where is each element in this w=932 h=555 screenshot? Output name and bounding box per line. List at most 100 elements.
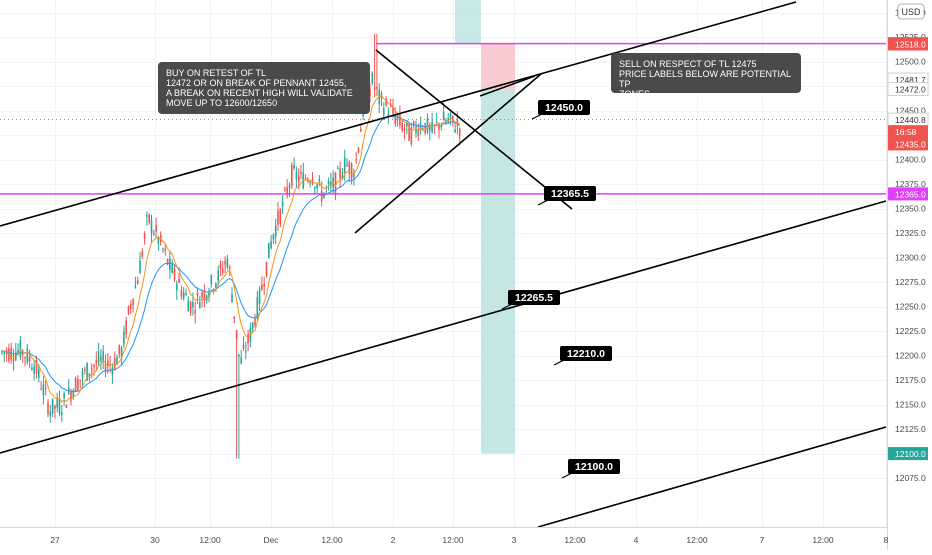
candle-body xyxy=(353,172,355,178)
candle-body xyxy=(245,350,247,353)
price-tag xyxy=(888,447,928,461)
candle-body xyxy=(304,178,307,180)
candle-body xyxy=(77,379,79,391)
candle-body xyxy=(415,126,417,134)
time-tick-label: Dec xyxy=(263,535,279,545)
price-tick-label: 12500.0 xyxy=(895,57,926,67)
candle-body xyxy=(309,182,311,184)
candle-body xyxy=(109,364,111,366)
candle-body xyxy=(205,295,208,301)
time-tick-label: 3 xyxy=(512,535,517,545)
candle-body xyxy=(226,258,229,268)
candle-body xyxy=(242,345,245,349)
ema-slow-line xyxy=(1,115,460,392)
candle-body xyxy=(426,117,429,133)
take-profit-zone xyxy=(481,89,515,454)
candle-body xyxy=(125,320,127,335)
candle-body xyxy=(272,234,275,240)
candle-body xyxy=(357,148,360,152)
target-value: 12100.0 xyxy=(575,461,613,473)
candle-body xyxy=(438,123,440,130)
candle-body xyxy=(254,318,256,326)
target-value: 12450.0 xyxy=(545,102,583,114)
candle-body xyxy=(295,172,298,180)
candle-body xyxy=(297,176,300,182)
candle-body xyxy=(346,164,348,167)
candle-body xyxy=(389,105,392,107)
candle-body xyxy=(219,263,222,269)
price-tag-label: 12100.0 xyxy=(895,449,926,459)
candle-body xyxy=(327,180,330,185)
candle-body xyxy=(334,172,337,194)
candle-body xyxy=(153,232,155,235)
candle-body xyxy=(189,301,192,313)
target-value: 12365.5 xyxy=(551,188,589,200)
candle-body xyxy=(143,233,146,239)
candle-body xyxy=(178,278,180,283)
candle-body xyxy=(100,356,102,361)
candle-body xyxy=(166,259,169,265)
candle-body xyxy=(385,98,387,106)
candle-body xyxy=(84,369,86,371)
currency-box xyxy=(897,3,925,20)
candle-body xyxy=(224,260,226,265)
price-axis: 12075.0 12100.0 12125.0 12150.0 12175.0 12200… xyxy=(887,0,932,550)
candle-body xyxy=(72,390,75,397)
candle-body xyxy=(28,357,31,362)
candle-body xyxy=(431,121,433,133)
candle-body xyxy=(51,398,54,414)
target-tag xyxy=(560,346,612,361)
candle-body xyxy=(24,357,26,359)
candle-body xyxy=(235,330,238,339)
candle-body xyxy=(429,125,431,131)
target-label: 12450.0 xyxy=(531,100,590,120)
candle-body xyxy=(61,412,63,415)
candle-body xyxy=(291,165,293,186)
candle-body xyxy=(12,358,15,362)
candle-body xyxy=(95,360,98,364)
trend-line xyxy=(375,49,573,210)
price-tag xyxy=(887,82,929,97)
candle-body xyxy=(265,261,268,276)
time-tick-label: 8 xyxy=(884,535,889,545)
candle-body xyxy=(187,300,190,312)
time-tick-label: 12:00 xyxy=(442,535,464,545)
price-tag-label: 16:58 xyxy=(895,127,917,137)
candle-body xyxy=(42,384,45,396)
candle-body xyxy=(171,263,173,273)
price-tag-label: 12518.0 xyxy=(895,39,926,49)
sell-annotation[interactable]: SELL ON RESPECT OF TL 12475 PRICE LABELS… xyxy=(611,53,801,99)
candle-body xyxy=(263,284,265,287)
candle-body xyxy=(54,405,56,409)
target-tag xyxy=(538,100,590,115)
price-tag-label: 12481.7 xyxy=(895,75,926,85)
candle-body xyxy=(47,402,49,414)
candle-body xyxy=(118,344,121,355)
candle-body xyxy=(90,368,93,370)
candle-body xyxy=(274,225,277,238)
buy-annotation[interactable]: BUY ON RETEST OF TL 12472 OR ON BREAK OF… xyxy=(158,62,370,114)
candle-body xyxy=(403,128,406,131)
candle-body xyxy=(337,168,339,170)
candle-body xyxy=(314,187,316,190)
candle-body xyxy=(376,86,378,90)
candle-body xyxy=(247,333,249,344)
candle-body xyxy=(113,358,116,369)
candle-body xyxy=(406,121,408,127)
candle-body xyxy=(139,260,141,274)
candle-body xyxy=(330,181,332,186)
candle-body xyxy=(97,351,100,363)
candle-body xyxy=(222,268,224,274)
trend-line xyxy=(479,75,536,97)
candle-body xyxy=(199,301,201,309)
candle-body xyxy=(56,398,58,408)
candle-body xyxy=(111,367,114,375)
candle-body xyxy=(343,157,346,174)
candle-body xyxy=(134,285,137,288)
candle-body xyxy=(130,303,132,310)
candle-body xyxy=(104,364,107,372)
candle-body xyxy=(88,373,91,376)
target-tag xyxy=(508,290,560,305)
ema-fast-line xyxy=(1,95,461,403)
candle-body xyxy=(201,292,203,298)
